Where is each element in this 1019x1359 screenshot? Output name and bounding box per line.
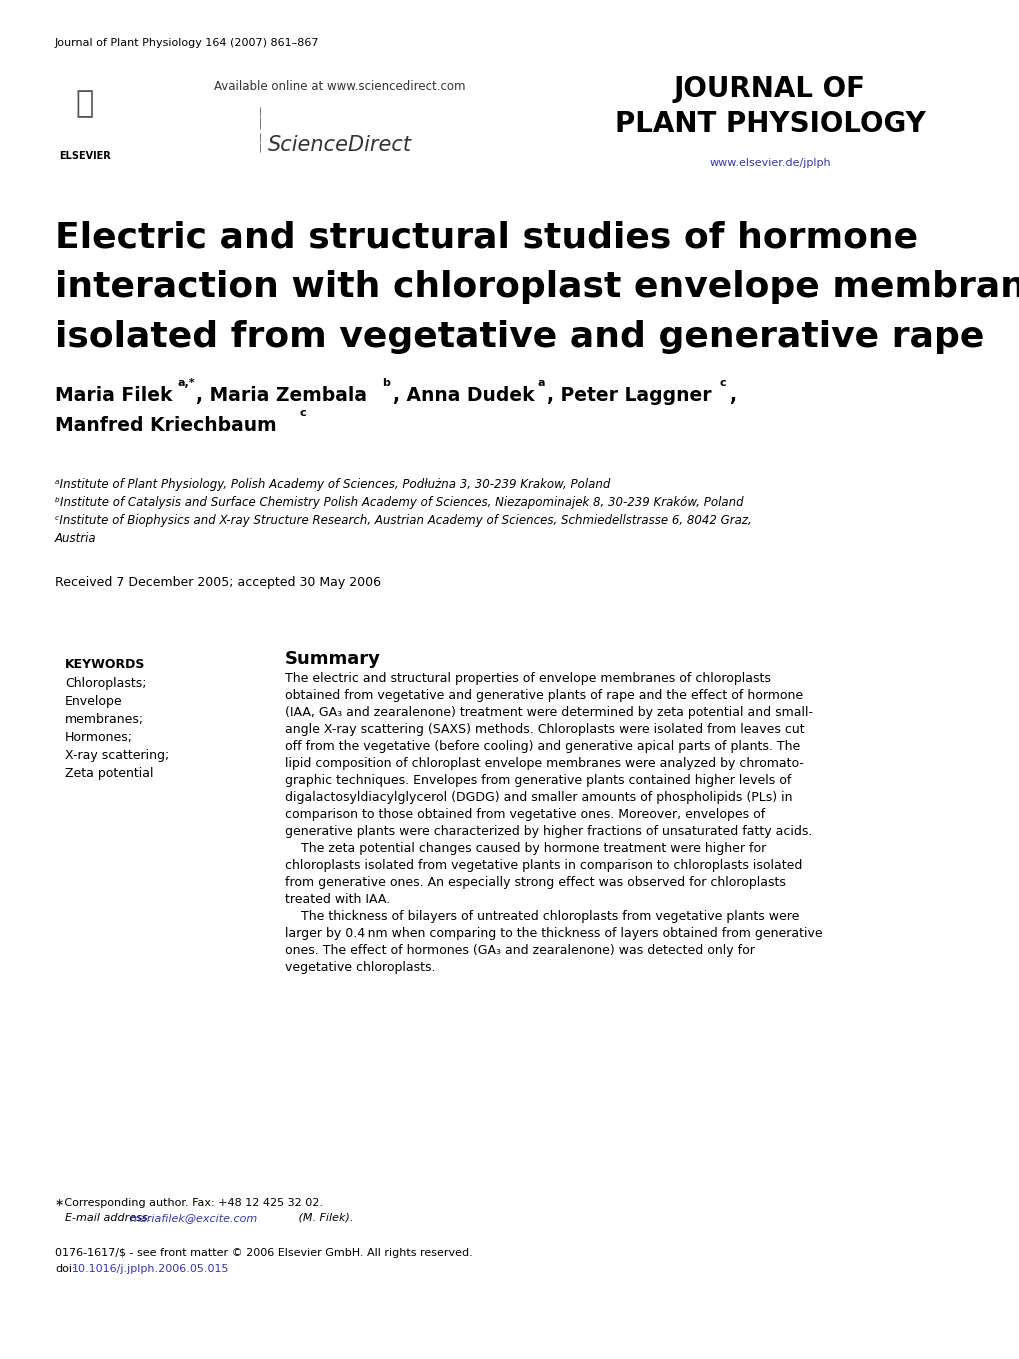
Text: c: c xyxy=(300,408,307,419)
Text: ScienceDirect: ScienceDirect xyxy=(268,135,412,155)
Text: Chloroplasts;: Chloroplasts; xyxy=(65,677,147,690)
Text: treated with IAA.: treated with IAA. xyxy=(284,893,389,906)
Text: a: a xyxy=(536,378,544,389)
Text: Maria Filek: Maria Filek xyxy=(55,386,172,405)
Text: The electric and structural properties of envelope membranes of chloroplasts: The electric and structural properties o… xyxy=(284,671,770,685)
Text: lipid composition of chloroplast envelope membranes were analyzed by chromato-: lipid composition of chloroplast envelop… xyxy=(284,757,803,771)
Text: off from the vegetative (before cooling) and generative apical parts of plants. : off from the vegetative (before cooling)… xyxy=(284,741,800,753)
Text: interaction with chloroplast envelope membranes: interaction with chloroplast envelope me… xyxy=(55,270,1019,304)
Text: Hormones;: Hormones; xyxy=(65,731,132,743)
Text: membranes;: membranes; xyxy=(65,713,144,726)
Text: ,: , xyxy=(729,386,736,405)
Text: ᵇInstitute of Catalysis and Surface Chemistry Polish Academy of Sciences, Niezap: ᵇInstitute of Catalysis and Surface Chem… xyxy=(55,496,743,510)
Text: ELSEVIER: ELSEVIER xyxy=(59,151,111,162)
Text: PLANT PHYSIOLOGY: PLANT PHYSIOLOGY xyxy=(614,110,924,139)
Text: X-ray scattering;: X-ray scattering; xyxy=(65,749,169,762)
Text: Summary: Summary xyxy=(284,650,380,669)
Text: comparison to those obtained from vegetative ones. Moreover, envelopes of: comparison to those obtained from vegeta… xyxy=(284,809,764,821)
Text: doi:: doi: xyxy=(55,1264,75,1273)
Text: The zeta potential changes caused by hormone treatment were higher for: The zeta potential changes caused by hor… xyxy=(284,843,765,855)
Text: Envelope: Envelope xyxy=(65,694,122,708)
Text: angle X-ray scattering (SAXS) methods. Chloroplasts were isolated from leaves cu: angle X-ray scattering (SAXS) methods. C… xyxy=(284,723,804,737)
Text: ones. The effect of hormones (GA₃ and zearalenone) was detected only for: ones. The effect of hormones (GA₃ and ze… xyxy=(284,945,754,957)
Text: Journal of Plant Physiology 164 (2007) 861–867: Journal of Plant Physiology 164 (2007) 8… xyxy=(55,38,319,48)
Text: obtained from vegetative and generative plants of rape and the effect of hormone: obtained from vegetative and generative … xyxy=(284,689,802,703)
Text: digalactosyldiacylglycerol (DGDG) and smaller amounts of phospholipids (PLs) in: digalactosyldiacylglycerol (DGDG) and sm… xyxy=(284,791,792,805)
Text: E-mail address:: E-mail address: xyxy=(65,1214,155,1223)
Text: a,*: a,* xyxy=(178,378,196,389)
Text: generative plants were characterized by higher fractions of unsaturated fatty ac: generative plants were characterized by … xyxy=(284,825,811,839)
Text: (IAA, GA₃ and zearalenone) treatment were determined by zeta potential and small: (IAA, GA₃ and zearalenone) treatment wer… xyxy=(284,705,812,719)
Text: , Peter Laggner: , Peter Laggner xyxy=(546,386,711,405)
Text: , Anna Dudek: , Anna Dudek xyxy=(392,386,534,405)
Text: (M. Filek).: (M. Filek). xyxy=(294,1214,353,1223)
Text: b: b xyxy=(382,378,389,389)
Text: vegetative chloroplasts.: vegetative chloroplasts. xyxy=(284,961,435,974)
Text: isolated from vegetative and generative rape: isolated from vegetative and generative … xyxy=(55,319,983,353)
Text: 🌲: 🌲 xyxy=(75,90,94,118)
Text: ∗Corresponding author. Fax: +48 12 425 32 02.: ∗Corresponding author. Fax: +48 12 425 3… xyxy=(55,1199,323,1208)
Text: Available online at www.sciencedirect.com: Available online at www.sciencedirect.co… xyxy=(214,80,466,92)
Text: 10.1016/j.jplph.2006.05.015: 10.1016/j.jplph.2006.05.015 xyxy=(72,1264,229,1273)
Text: graphic techniques. Envelopes from generative plants contained higher levels of: graphic techniques. Envelopes from gener… xyxy=(284,775,791,787)
Text: ᵃInstitute of Plant Physiology, Polish Academy of Sciences, Podłużna 3, 30-239 K: ᵃInstitute of Plant Physiology, Polish A… xyxy=(55,478,609,491)
Text: 0176-1617/$ - see front matter © 2006 Elsevier GmbH. All rights reserved.: 0176-1617/$ - see front matter © 2006 El… xyxy=(55,1248,472,1258)
Text: www.elsevier.de/jplph: www.elsevier.de/jplph xyxy=(708,158,830,169)
Text: The thickness of bilayers of untreated chloroplasts from vegetative plants were: The thickness of bilayers of untreated c… xyxy=(284,911,799,923)
Text: ᶜInstitute of Biophysics and X-ray Structure Research, Austrian Academy of Scien: ᶜInstitute of Biophysics and X-ray Struc… xyxy=(55,514,751,527)
Text: c: c xyxy=(719,378,726,389)
Text: Austria: Austria xyxy=(55,531,97,545)
Text: JOURNAL OF: JOURNAL OF xyxy=(674,75,865,103)
Text: Received 7 December 2005; accepted 30 May 2006: Received 7 December 2005; accepted 30 Ma… xyxy=(55,576,381,588)
Text: Manfred Kriechbaum: Manfred Kriechbaum xyxy=(55,416,276,435)
Text: , Maria Zembala: , Maria Zembala xyxy=(196,386,367,405)
Text: KEYWORDS: KEYWORDS xyxy=(65,658,146,671)
Text: chloroplasts isolated from vegetative plants in comparison to chloroplasts isola: chloroplasts isolated from vegetative pl… xyxy=(284,859,802,872)
Text: larger by 0.4 nm when comparing to the thickness of layers obtained from generat: larger by 0.4 nm when comparing to the t… xyxy=(284,927,821,940)
Text: Electric and structural studies of hormone: Electric and structural studies of hormo… xyxy=(55,220,917,254)
Text: mariafilek@excite.com: mariafilek@excite.com xyxy=(129,1214,258,1223)
Text: Zeta potential: Zeta potential xyxy=(65,766,153,780)
Text: from generative ones. An especially strong effect was observed for chloroplasts: from generative ones. An especially stro… xyxy=(284,877,785,889)
